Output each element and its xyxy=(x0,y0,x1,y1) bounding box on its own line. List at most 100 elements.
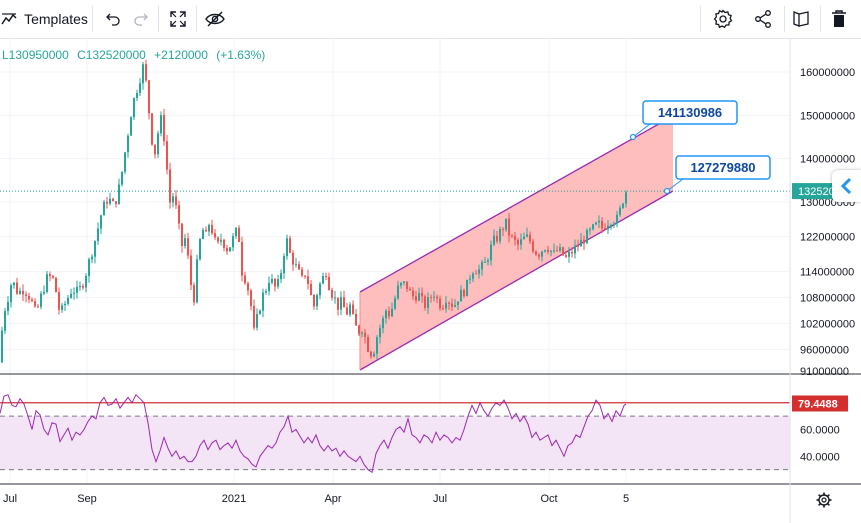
candle-body xyxy=(187,238,189,256)
hide-drawings-button[interactable] xyxy=(200,0,230,38)
candle-body xyxy=(370,351,372,357)
upper-price-label[interactable]: 141130986 xyxy=(642,100,738,125)
expand-panel-button[interactable] xyxy=(832,170,861,202)
candle-body xyxy=(466,279,468,297)
candle-body xyxy=(181,223,183,247)
candle-body xyxy=(340,297,342,310)
settings-button[interactable] xyxy=(708,0,738,38)
candle-body xyxy=(184,238,186,247)
candle-body xyxy=(325,276,327,278)
candle-body xyxy=(331,289,333,298)
undo-button[interactable] xyxy=(100,0,126,38)
candle-body xyxy=(412,290,414,297)
candle-body xyxy=(106,201,108,204)
lower-label-connector xyxy=(666,178,684,192)
lower-price-label[interactable]: 127279880 xyxy=(675,155,771,180)
candle-body xyxy=(58,292,60,310)
candle-body xyxy=(139,83,141,94)
candle-body xyxy=(172,196,174,203)
candle-body xyxy=(247,283,249,291)
legend-close: C132520000 xyxy=(77,48,146,62)
toolbar-separator xyxy=(158,6,159,32)
candle-body xyxy=(280,273,282,280)
candle-body xyxy=(232,236,234,248)
price-tick-label: 108000000 xyxy=(800,292,855,304)
time-tick-label: Sep xyxy=(77,493,97,505)
candle-body xyxy=(40,293,42,307)
candle-body xyxy=(385,310,387,319)
candle-body xyxy=(610,224,612,226)
candle-body xyxy=(268,282,270,292)
regression-channel[interactable] xyxy=(360,116,673,370)
candle-body xyxy=(622,203,624,208)
candle-body xyxy=(175,196,177,206)
candle-body xyxy=(448,302,450,304)
time-tick-label: Oct xyxy=(540,493,557,505)
candle-body xyxy=(130,117,132,136)
price-tick-label: 102000000 xyxy=(800,318,855,330)
upper-label-connector xyxy=(632,123,651,138)
candle-body xyxy=(520,239,522,245)
axis-settings-icon[interactable] xyxy=(816,492,832,508)
candle-body xyxy=(400,282,402,286)
candle-body xyxy=(601,220,603,229)
object-tree-button[interactable] xyxy=(786,0,816,38)
channel-lower-line[interactable] xyxy=(359,190,674,371)
candle-body xyxy=(316,295,318,307)
candle-body xyxy=(109,198,111,204)
channel-upper-line[interactable] xyxy=(359,115,674,293)
candle-body xyxy=(343,297,345,308)
fullscreen-button[interactable] xyxy=(164,0,192,38)
candle-body xyxy=(583,239,585,244)
candle-body xyxy=(13,282,15,286)
candle-body xyxy=(568,251,570,257)
upper-anchor-point[interactable] xyxy=(629,133,637,141)
candle-body xyxy=(367,337,369,352)
candle-body xyxy=(199,239,201,260)
candle-body xyxy=(454,305,456,307)
price-tick-label: 150000000 xyxy=(800,110,855,122)
candle-body xyxy=(349,304,351,315)
remove-button[interactable] xyxy=(824,0,854,38)
redo-button[interactable] xyxy=(128,0,154,38)
candle-body xyxy=(337,297,339,310)
candle-body xyxy=(136,93,138,99)
candle-body xyxy=(67,297,69,304)
price-tick-label: 122000000 xyxy=(800,232,855,244)
candle-body xyxy=(244,275,246,284)
lower-anchor-point[interactable] xyxy=(663,187,671,195)
toolbar-separator xyxy=(820,6,821,32)
candle-body xyxy=(7,302,9,312)
candle-body xyxy=(379,328,381,338)
candle-body xyxy=(538,254,540,257)
templates-button[interactable]: Templates xyxy=(0,0,88,38)
candle-body xyxy=(166,141,168,170)
candle-body xyxy=(202,229,204,240)
time-tick-label: 2021 xyxy=(222,493,246,505)
candle-body xyxy=(565,255,567,257)
book-icon xyxy=(793,11,809,27)
templates-label: Templates xyxy=(24,11,88,27)
candle-body xyxy=(70,293,72,298)
candle-body xyxy=(472,273,474,279)
share-button[interactable] xyxy=(748,0,778,38)
candle-body xyxy=(256,313,258,328)
candle-body xyxy=(112,198,114,202)
candle-body xyxy=(445,302,447,309)
time-tick-label: Jul xyxy=(433,493,447,505)
candle-body xyxy=(259,310,261,314)
candle-body xyxy=(430,297,432,299)
candle-body xyxy=(193,284,195,303)
candle-body xyxy=(358,325,360,334)
candle-body xyxy=(307,276,309,284)
candle-body xyxy=(571,251,573,254)
toolbar-separator xyxy=(784,6,785,32)
candle-body xyxy=(535,251,537,255)
chart-canvas[interactable]: 1600000001500000001400000001300000001220… xyxy=(0,38,861,523)
candle-body xyxy=(208,224,210,232)
candle-body xyxy=(154,144,156,155)
top-toolbar: Templates xyxy=(0,0,861,39)
share-icon xyxy=(755,10,771,28)
candle-body xyxy=(403,281,405,283)
candle-body xyxy=(157,133,159,155)
